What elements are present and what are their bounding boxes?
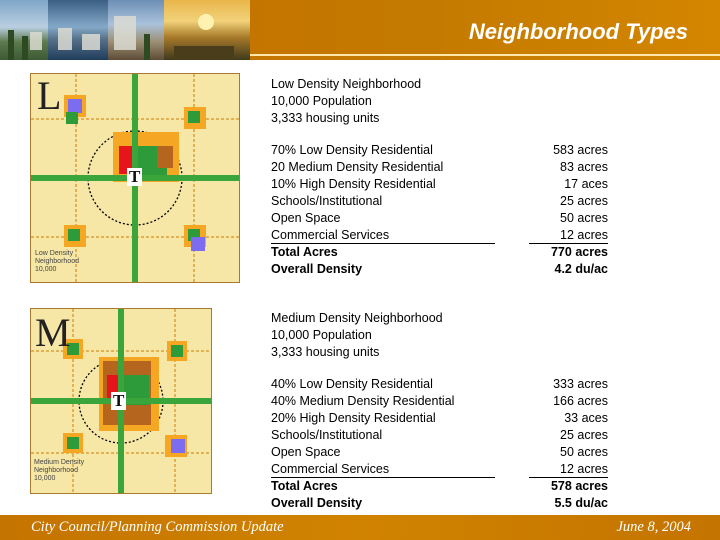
total-divider	[529, 477, 608, 478]
medium-density-units: 3,333 housing units	[271, 345, 380, 359]
table-row: 40% Low Density Residential 333 acres	[271, 377, 608, 391]
low-density-header: Low Density Neighborhood 10,000 Populati…	[271, 76, 421, 127]
medium-density-population: 10,000 Population	[271, 328, 372, 342]
table-row: Open Space 50 acres	[271, 211, 608, 225]
header-banner: Neighborhood Types	[0, 0, 720, 60]
table-row: 20 Medium Density Residential 83 acres	[271, 160, 608, 174]
total-row: Total Acres 578 acres	[271, 479, 608, 493]
header-photo-waterfront	[48, 0, 108, 60]
density-row: Overall Density 5.5 du/ac	[271, 496, 608, 510]
diagram-center-letter-medium: T	[111, 391, 127, 410]
diagram-center-letter-low: T	[127, 167, 143, 186]
total-divider	[271, 477, 495, 478]
diagram-caption-medium: Medium Density Neighborhood 10,000	[34, 459, 85, 482]
low-density-section: Low Density Neighborhood 10,000 Populati…	[271, 76, 608, 276]
table-row: Commercial Services 12 acres	[271, 228, 608, 242]
table-row: Commercial Services 12 acres	[271, 462, 608, 476]
table-row: 40% Medium Density Residential 166 acres	[271, 394, 608, 408]
table-row: 10% High Density Residential 17 aces	[271, 177, 608, 191]
medium-density-section: Medium Density Neighborhood 10,000 Popul…	[271, 310, 608, 510]
diagram-letter-low: L	[37, 73, 62, 118]
header-photo-park	[0, 0, 48, 60]
footer-presentation-title: City Council/Planning Commission Update	[31, 519, 284, 535]
medium-density-header: Medium Density Neighborhood 10,000 Popul…	[271, 310, 443, 361]
medium-density-heading: Medium Density Neighborhood	[271, 311, 443, 325]
diagram-letter-medium: M	[35, 310, 71, 355]
title-underline	[250, 54, 720, 56]
total-row: Total Acres 770 acres	[271, 245, 608, 259]
medium-density-diagram: M T Medium Density Neighborhood 10,000	[30, 308, 212, 494]
table-row: Open Space 50 acres	[271, 445, 608, 459]
low-density-units: 3,333 housing units	[271, 111, 380, 125]
header-photo-buildings	[108, 0, 164, 60]
density-row: Overall Density 4.2 du/ac	[271, 262, 608, 276]
table-row: Schools/Institutional 25 acres	[271, 428, 608, 442]
table-row: 70% Low Density Residential 583 acres	[271, 143, 608, 157]
table-row: Schools/Institutional 25 acres	[271, 194, 608, 208]
page-title: Neighborhood Types	[468, 19, 688, 44]
low-density-diagram: L T Low Density Neighborhood 10,000	[30, 73, 240, 283]
footer-bar: City Council/Planning Commission Update …	[0, 515, 720, 540]
total-divider	[271, 243, 495, 244]
header-photo-strip	[0, 0, 250, 60]
medium-density-table: 40% Low Density Residential 333 acres 40%…	[271, 376, 608, 512]
header-photo-sunset	[164, 0, 250, 60]
low-density-heading: Low Density Neighborhood	[271, 77, 422, 91]
diagram-caption-low: Low Density Neighborhood 10,000	[35, 250, 79, 273]
low-density-population: 10,000 Population	[271, 94, 372, 108]
table-row: 20% High Density Residential 33 aces	[271, 411, 608, 425]
total-divider	[529, 243, 608, 244]
low-density-table: 70% Low Density Residential 583 acres 20 …	[271, 142, 608, 278]
footer-date: June 8, 2004	[616, 519, 692, 535]
